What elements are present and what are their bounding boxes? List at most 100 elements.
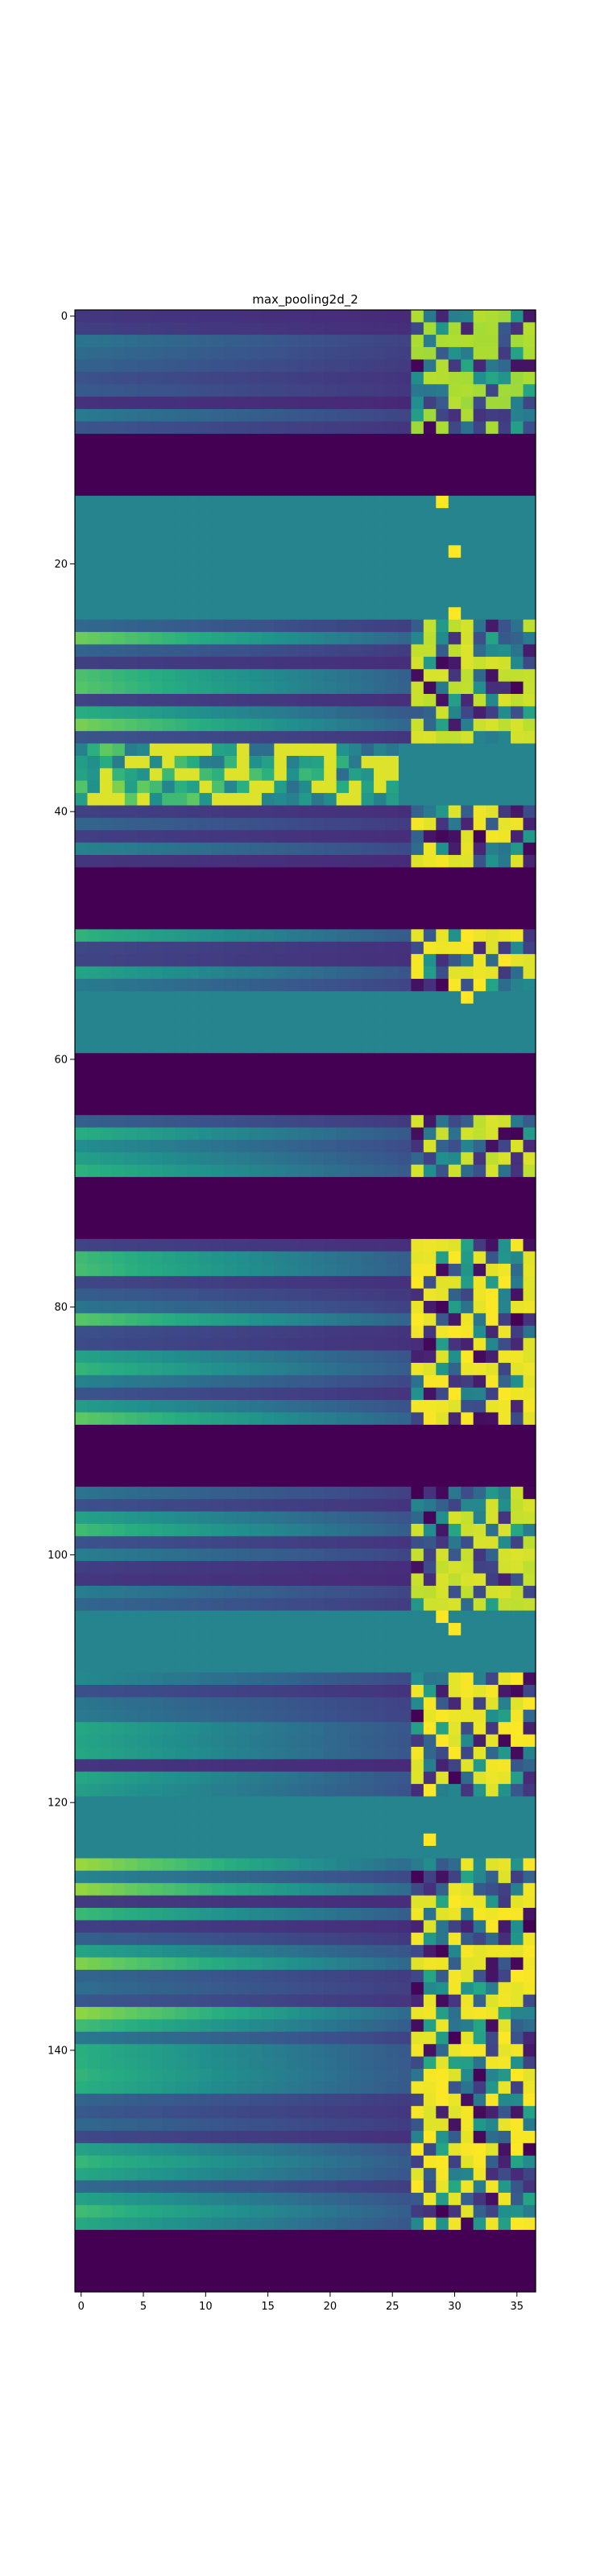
heatmap-cell xyxy=(137,1709,151,1723)
heatmap-cell xyxy=(523,446,536,460)
heatmap-cell xyxy=(112,1201,126,1215)
heatmap-cell xyxy=(511,310,524,323)
heatmap-cell xyxy=(461,1362,474,1376)
heatmap-cell xyxy=(249,1239,263,1253)
heatmap-cell xyxy=(274,1784,288,1798)
heatmap-cell xyxy=(448,334,461,348)
heatmap-cell xyxy=(187,1177,201,1191)
heatmap-cell xyxy=(87,966,101,980)
heatmap-cell xyxy=(162,334,176,348)
heatmap-cell xyxy=(174,1090,188,1104)
heatmap-cell xyxy=(137,1449,151,1463)
heatmap-cell xyxy=(137,1858,151,1872)
heatmap-cell xyxy=(386,1907,399,1921)
heatmap-cell xyxy=(124,1672,138,1686)
heatmap-cell xyxy=(187,954,201,968)
heatmap-cell xyxy=(523,817,536,831)
heatmap-cell xyxy=(436,1065,449,1079)
heatmap-cell xyxy=(361,929,375,943)
heatmap-cell xyxy=(212,1759,226,1773)
heatmap-cell xyxy=(398,1561,412,1575)
heatmap-cell xyxy=(212,1511,226,1525)
heatmap-cell xyxy=(199,1239,213,1253)
heatmap-cell xyxy=(523,570,536,584)
heatmap-cell xyxy=(75,1276,89,1290)
heatmap-cell xyxy=(174,1226,188,1240)
heatmap-cell xyxy=(486,755,499,769)
heatmap-cell xyxy=(361,656,375,670)
heatmap-cell xyxy=(386,1647,399,1661)
heatmap-cell xyxy=(212,1053,226,1067)
heatmap-cell xyxy=(261,1239,275,1253)
heatmap-cell xyxy=(349,830,362,844)
heatmap-cell xyxy=(274,879,288,893)
heatmap-cell xyxy=(486,1090,499,1104)
heatmap-cell xyxy=(436,1957,449,1971)
heatmap-cell xyxy=(249,1858,263,1872)
heatmap-cell xyxy=(374,1870,387,1884)
heatmap-cell xyxy=(162,978,176,992)
heatmap-cell xyxy=(236,1796,250,1810)
heatmap-cell xyxy=(212,532,226,546)
heatmap-cell xyxy=(523,1164,536,1178)
heatmap-cell xyxy=(261,1511,275,1525)
heatmap-cell xyxy=(174,817,188,831)
heatmap-cell xyxy=(486,842,499,856)
heatmap-cell xyxy=(324,867,337,881)
heatmap-cell xyxy=(299,1028,312,1042)
heatmap-cell xyxy=(174,1424,188,1438)
heatmap-cell xyxy=(162,1499,176,1513)
heatmap-cell xyxy=(274,1734,288,1748)
heatmap-cell xyxy=(349,1722,362,1736)
heatmap-cell xyxy=(473,1957,486,1971)
heatmap-cell xyxy=(423,706,437,720)
heatmap-cell xyxy=(274,817,288,831)
heatmap-cell xyxy=(498,1722,511,1736)
heatmap-cell xyxy=(311,1449,325,1463)
heatmap-cell xyxy=(162,1313,176,1327)
heatmap-cell xyxy=(75,941,89,955)
heatmap-cell xyxy=(261,892,275,906)
heatmap-cell xyxy=(411,780,424,794)
heatmap-cell xyxy=(124,1053,138,1067)
heatmap-cell xyxy=(299,991,312,1005)
heatmap-cell xyxy=(448,842,461,856)
heatmap-cell xyxy=(149,1598,163,1612)
heatmap-cell xyxy=(511,1548,524,1562)
heatmap-cell xyxy=(461,520,474,534)
heatmap-cell xyxy=(386,1152,399,1166)
heatmap-cell xyxy=(511,1040,524,1054)
heatmap-cell xyxy=(461,458,474,472)
heatmap-cell xyxy=(187,1759,201,1773)
heatmap-cell xyxy=(349,1412,362,1426)
heatmap-cell xyxy=(274,508,288,522)
heatmap-cell xyxy=(112,1697,126,1711)
heatmap-cell xyxy=(112,1350,126,1364)
heatmap-cell xyxy=(361,817,375,831)
heatmap-cell xyxy=(261,1201,275,1215)
heatmap-cell xyxy=(436,656,449,670)
heatmap-cell xyxy=(124,743,138,757)
heatmap-cell xyxy=(411,570,424,584)
heatmap-cell xyxy=(261,1400,275,1414)
heatmap-cell xyxy=(75,892,89,906)
heatmap-cell xyxy=(236,619,250,633)
heatmap-cell xyxy=(75,632,89,646)
heatmap-cell xyxy=(336,1164,350,1178)
heatmap-cell xyxy=(187,371,201,385)
heatmap-cell xyxy=(411,446,424,460)
heatmap-cell xyxy=(398,805,412,819)
heatmap-cell xyxy=(174,1325,188,1339)
heatmap-cell xyxy=(486,557,499,571)
heatmap-cell xyxy=(398,1387,412,1401)
heatmap-cell xyxy=(411,842,424,856)
heatmap-cell xyxy=(423,1796,437,1810)
heatmap-cell xyxy=(75,1251,89,1265)
heatmap-cell xyxy=(423,310,437,323)
heatmap-cell xyxy=(299,768,312,782)
heatmap-cell xyxy=(398,632,412,646)
heatmap-cell xyxy=(311,1078,325,1092)
heatmap-cell xyxy=(286,1734,300,1748)
heatmap-cell xyxy=(336,966,350,980)
heatmap-cell xyxy=(261,991,275,1005)
